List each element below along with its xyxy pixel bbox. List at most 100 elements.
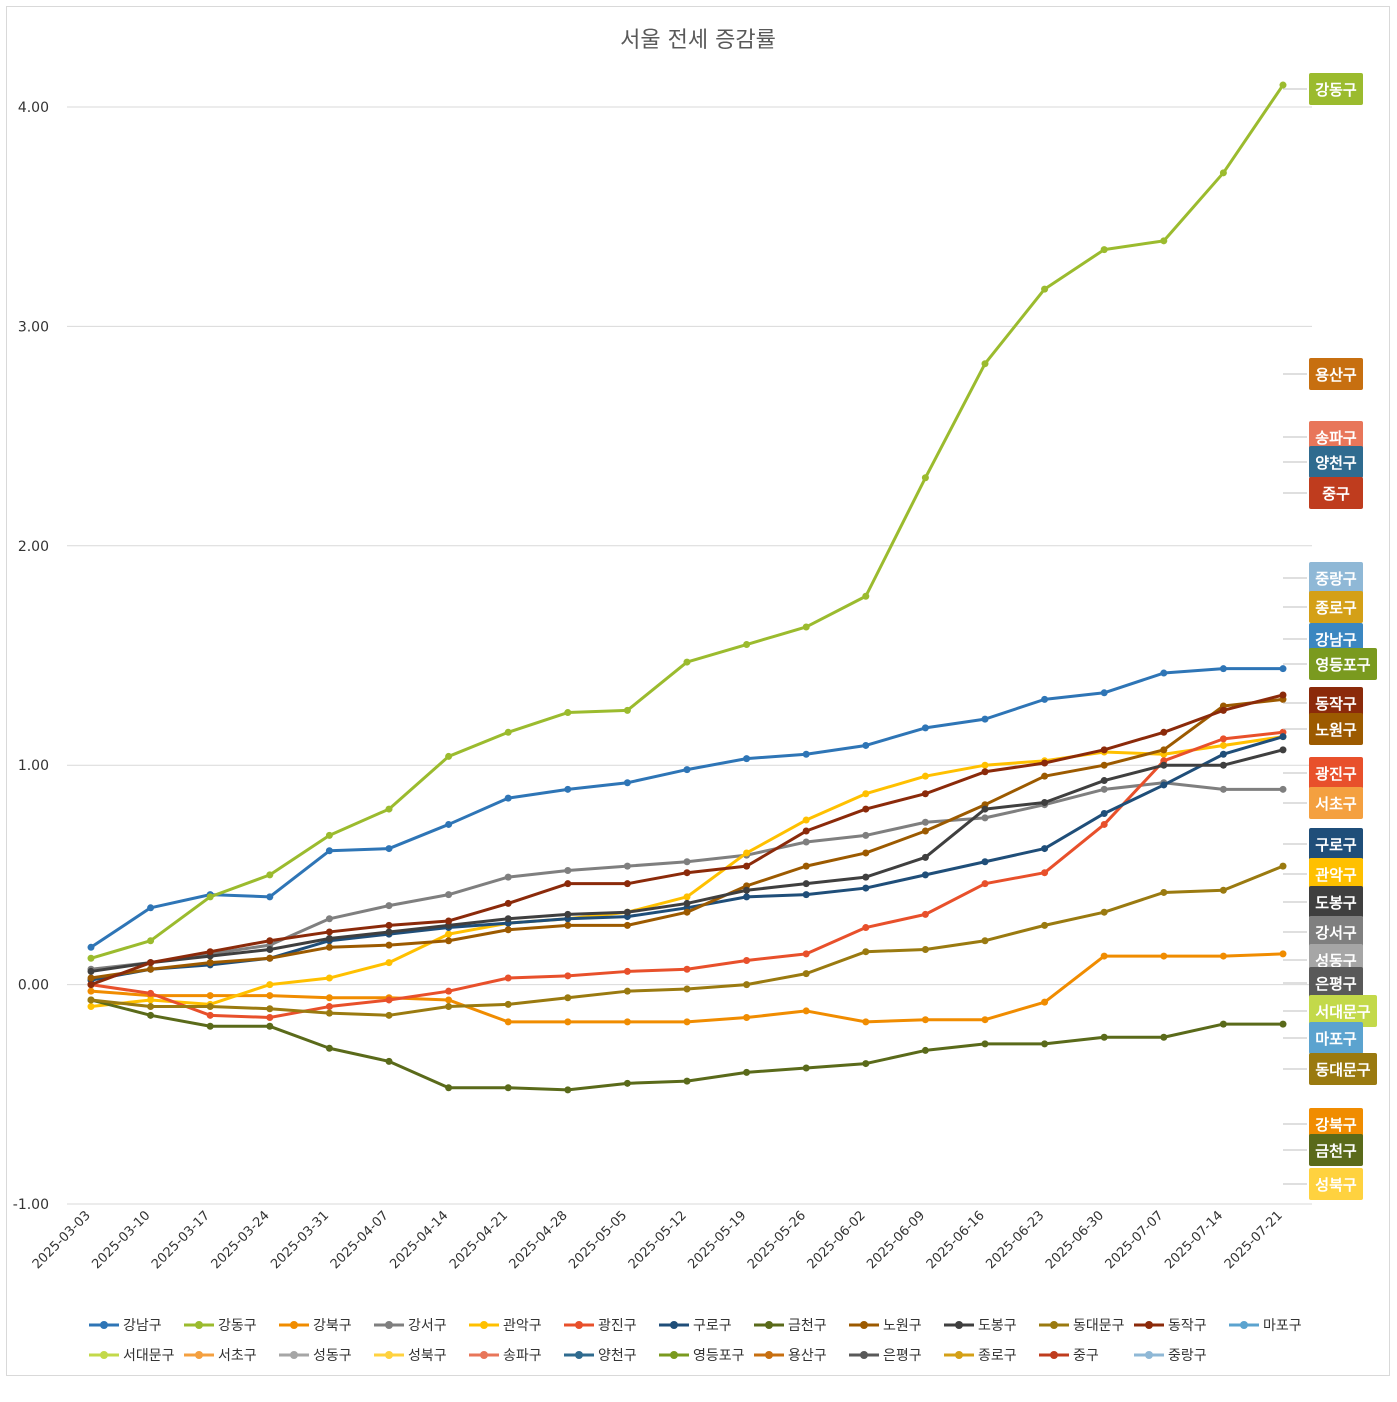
legend-item-광진구[interactable]: 광진구 [564, 1318, 637, 1334]
data-point [683, 869, 691, 877]
data-point [623, 921, 631, 929]
data-point [623, 862, 631, 870]
grid-layer: 4.00 3.00 2.00 1.00 0.00 -1.00 [13, 100, 1312, 1213]
legend-item-중구[interactable]: 중구 [1039, 1348, 1099, 1364]
data-point [147, 937, 155, 945]
data-point [921, 790, 929, 798]
data-point [1219, 665, 1227, 673]
data-point [1219, 886, 1227, 894]
legend-item-노원구[interactable]: 노원구 [849, 1318, 922, 1334]
svg-text:양천구: 양천구 [1315, 454, 1357, 472]
data-point [683, 858, 691, 866]
legend-item-용산구[interactable]: 용산구 [754, 1348, 827, 1364]
data-point [504, 794, 512, 802]
data-point [623, 779, 631, 787]
legend-item-동대문구[interactable]: 동대문구 [1039, 1318, 1125, 1334]
data-point [1100, 777, 1108, 785]
chart-svg: 서울 전세 증감률 4.003.002.001.000.00-1.00 강동구용… [13, 28, 1377, 1364]
data-point [1041, 798, 1049, 806]
x-tick-label: 2025-04-21 [447, 1208, 511, 1272]
end-label-도봉구: 도봉구 [1283, 886, 1363, 918]
data-point [1219, 952, 1227, 960]
x-tick-label: 2025-03-17 [149, 1208, 213, 1272]
svg-text:송파구: 송파구 [1315, 429, 1357, 447]
data-point [802, 970, 810, 978]
data-point [921, 772, 929, 780]
legend-item-도봉구[interactable]: 도봉구 [944, 1318, 1017, 1334]
data-point [1160, 1033, 1168, 1041]
legend-item-성북구[interactable]: 성북구 [374, 1348, 447, 1364]
data-point [623, 706, 631, 714]
data-point [981, 805, 989, 813]
x-tick-label: 2025-03-03 [30, 1208, 94, 1272]
svg-text:마포구: 마포구 [1263, 1318, 1302, 1334]
svg-text:은평구: 은평구 [1315, 975, 1357, 993]
data-point [981, 1040, 989, 1048]
data-point [266, 871, 274, 879]
svg-text:관악구: 관악구 [503, 1318, 542, 1334]
data-point [87, 987, 95, 995]
legend-item-강북구[interactable]: 강북구 [279, 1318, 352, 1334]
data-point [206, 1003, 214, 1011]
svg-text:금천구: 금천구 [788, 1318, 827, 1334]
data-point [504, 915, 512, 923]
legend-item-강서구[interactable]: 강서구 [374, 1318, 447, 1334]
svg-text:강동구: 강동구 [218, 1318, 257, 1334]
legend-item-관악구[interactable]: 관악구 [469, 1318, 542, 1334]
data-point [564, 972, 572, 980]
x-tick-label: 2025-07-21 [1222, 1208, 1286, 1272]
svg-text:서초구: 서초구 [218, 1348, 257, 1364]
x-tick-label: 2025-07-14 [1162, 1208, 1226, 1272]
data-point [683, 766, 691, 774]
data-point [385, 959, 393, 967]
data-point [1160, 952, 1168, 960]
data-point [87, 974, 95, 982]
legend-item-금천구[interactable]: 금천구 [754, 1318, 827, 1334]
data-point [981, 360, 989, 368]
legend-item-서초구[interactable]: 서초구 [184, 1348, 257, 1364]
legend-item-강남구[interactable]: 강남구 [89, 1318, 162, 1334]
data-point [1279, 733, 1287, 741]
series-도봉구 [87, 746, 1287, 975]
data-point [266, 1014, 274, 1022]
legend-item-성동구[interactable]: 성동구 [279, 1348, 352, 1364]
legend-item-강동구[interactable]: 강동구 [184, 1318, 257, 1334]
data-point [862, 1018, 870, 1026]
legend-item-동작구[interactable]: 동작구 [1134, 1318, 1207, 1334]
svg-text:강북구: 강북구 [1315, 1116, 1357, 1134]
legend-item-서대문구[interactable]: 서대문구 [89, 1348, 175, 1364]
end-label-중구: 중구 [1283, 477, 1363, 509]
data-point [206, 1022, 214, 1030]
legend-item-영등포구[interactable]: 영등포구 [659, 1348, 745, 1364]
legend-item-구로구[interactable]: 구로구 [659, 1318, 732, 1334]
data-point [325, 994, 333, 1002]
chart-title: 서울 전세 증감률 [620, 28, 776, 53]
data-point [385, 902, 393, 910]
data-point [1100, 809, 1108, 817]
svg-text:성동구: 성동구 [1315, 952, 1357, 970]
svg-text:양천구: 양천구 [598, 1348, 637, 1364]
x-tick-label: 2025-06-23 [983, 1208, 1047, 1272]
legend-item-종로구[interactable]: 종로구 [944, 1348, 1017, 1364]
data-point [266, 893, 274, 901]
data-point [683, 965, 691, 973]
data-point [802, 862, 810, 870]
legend-item-마포구[interactable]: 마포구 [1229, 1318, 1302, 1334]
svg-text:강남구: 강남구 [123, 1318, 162, 1334]
legend[interactable]: 강남구 강동구 강북구 강서구 관악구 광진구 구로구 금천구 노원구 도봉구 동대문구 동작구 마포구… [89, 1318, 1302, 1364]
legend-item-양천구[interactable]: 양천구 [564, 1348, 637, 1364]
data-point [921, 1016, 929, 1024]
x-tick-label: 2025-04-28 [507, 1208, 571, 1272]
data-point [385, 1011, 393, 1019]
data-point [1041, 1040, 1049, 1048]
data-point [87, 1003, 95, 1011]
x-tick-label: 2025-06-02 [805, 1208, 869, 1272]
data-point [921, 945, 929, 953]
legend-item-은평구[interactable]: 은평구 [849, 1348, 922, 1364]
data-point [1279, 665, 1287, 673]
legend-item-송파구[interactable]: 송파구 [469, 1348, 542, 1364]
legend-item-중랑구[interactable]: 중랑구 [1134, 1348, 1207, 1364]
y-tick-label: -1.00 [13, 1197, 49, 1213]
end-label-서초구: 서초구 [1283, 787, 1363, 819]
